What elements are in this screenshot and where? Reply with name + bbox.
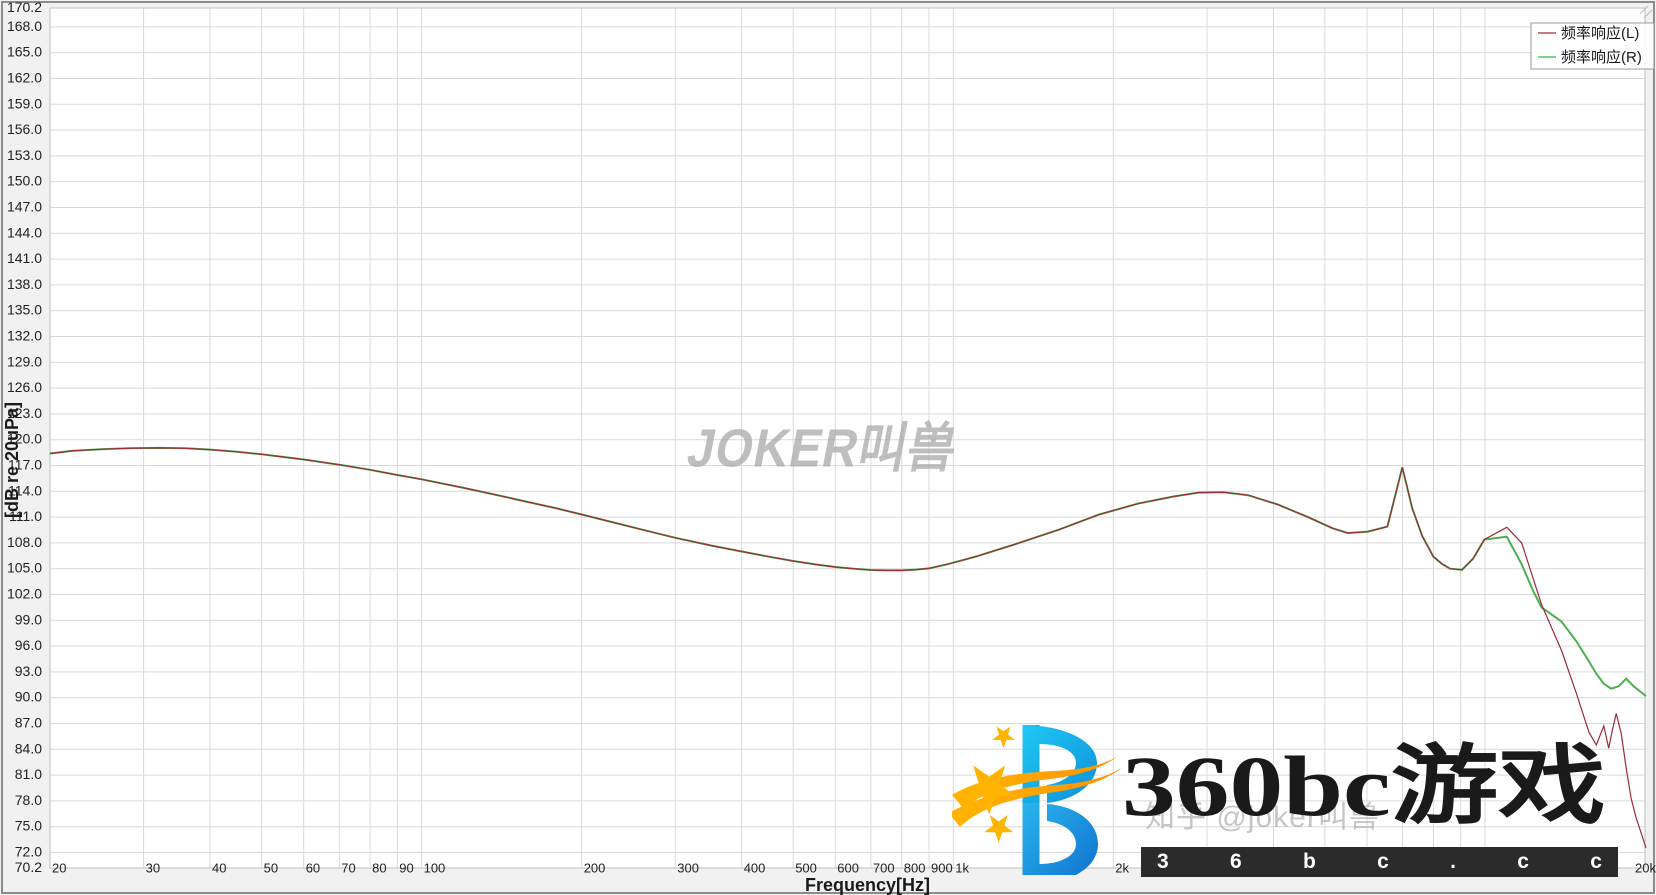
- svg-text:144.0: 144.0: [7, 224, 42, 240]
- svg-text:700: 700: [873, 861, 895, 876]
- svg-text:90.0: 90.0: [15, 689, 42, 705]
- svg-text:159.0: 159.0: [7, 95, 42, 111]
- svg-text:300: 300: [677, 861, 699, 876]
- svg-text:72.0: 72.0: [15, 844, 42, 860]
- svg-text:96.0: 96.0: [15, 637, 42, 653]
- svg-text:200: 200: [584, 861, 606, 876]
- svg-text:500: 500: [795, 861, 817, 876]
- svg-text:70.2: 70.2: [15, 859, 42, 875]
- svg-text:105.0: 105.0: [7, 560, 42, 576]
- svg-text:108.0: 108.0: [7, 534, 42, 550]
- svg-text:[dB re 20uPa]: [dB re 20uPa]: [2, 402, 22, 518]
- svg-text:20: 20: [52, 861, 66, 876]
- svg-text:800: 800: [904, 861, 926, 876]
- svg-text:147.0: 147.0: [7, 199, 42, 215]
- svg-text:70: 70: [341, 861, 355, 876]
- svg-text:153.0: 153.0: [7, 147, 42, 163]
- svg-text:30: 30: [146, 861, 160, 876]
- svg-text:20k: 20k: [1635, 861, 1656, 876]
- svg-text:135.0: 135.0: [7, 302, 42, 318]
- svg-text:75.0: 75.0: [15, 818, 42, 834]
- svg-text:50: 50: [264, 861, 278, 876]
- svg-text:150.0: 150.0: [7, 173, 42, 189]
- svg-text:138.0: 138.0: [7, 276, 42, 292]
- svg-text:93.0: 93.0: [15, 663, 42, 679]
- svg-text:156.0: 156.0: [7, 121, 42, 137]
- svg-text:170.2: 170.2: [7, 0, 42, 15]
- svg-text:102.0: 102.0: [7, 586, 42, 602]
- svg-text:400: 400: [744, 861, 766, 876]
- svg-text:126.0: 126.0: [7, 379, 42, 395]
- svg-text:900: 900: [931, 861, 953, 876]
- svg-text:40: 40: [212, 861, 226, 876]
- svg-text:132.0: 132.0: [7, 328, 42, 344]
- svg-text:87.0: 87.0: [15, 715, 42, 731]
- svg-text:141.0: 141.0: [7, 250, 42, 266]
- svg-text:Frequency[Hz]: Frequency[Hz]: [805, 875, 930, 895]
- svg-text:频率响应(L): 频率响应(L): [1561, 24, 1639, 42]
- svg-text:80: 80: [372, 861, 386, 876]
- svg-text:90: 90: [399, 861, 413, 876]
- svg-text:168.0: 168.0: [7, 18, 42, 34]
- svg-text:99.0: 99.0: [15, 611, 42, 627]
- svg-text:81.0: 81.0: [15, 766, 42, 782]
- svg-text:165.0: 165.0: [7, 44, 42, 60]
- svg-text:162.0: 162.0: [7, 70, 42, 86]
- svg-text:84.0: 84.0: [15, 740, 42, 756]
- svg-text:129.0: 129.0: [7, 353, 42, 369]
- svg-text:600: 600: [837, 861, 859, 876]
- svg-text:频率响应(R): 频率响应(R): [1561, 48, 1642, 66]
- svg-text:60: 60: [306, 861, 320, 876]
- svg-text:100: 100: [424, 861, 446, 876]
- svg-text:78.0: 78.0: [15, 792, 42, 808]
